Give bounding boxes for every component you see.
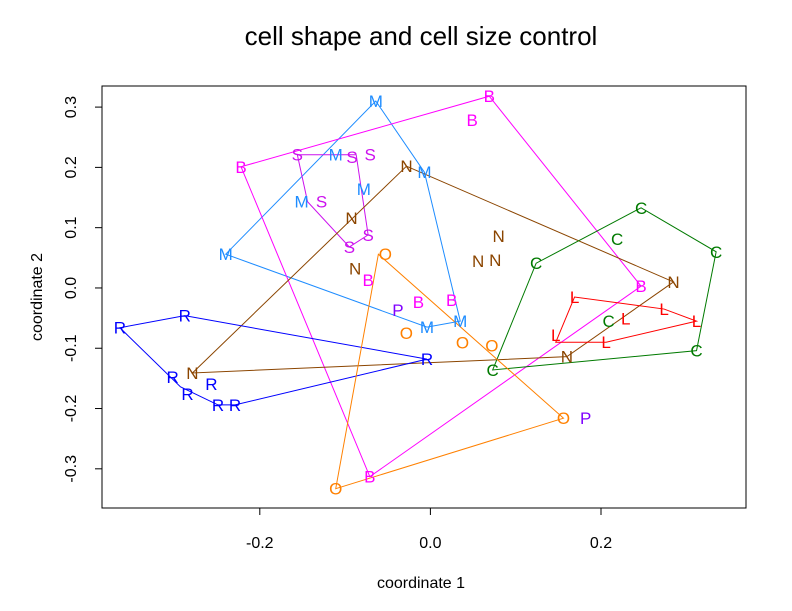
point-M: M xyxy=(369,92,383,111)
point-B: B xyxy=(413,293,424,312)
y-tick-label: -0.1 xyxy=(63,334,80,362)
point-S: S xyxy=(365,146,376,165)
point-B: B xyxy=(446,291,457,310)
point-B: B xyxy=(362,271,373,290)
point-M: M xyxy=(357,180,371,199)
point-R: R xyxy=(421,350,433,369)
point-N: N xyxy=(492,227,504,246)
hull-C xyxy=(491,207,717,371)
point-R: R xyxy=(181,385,193,404)
point-P: P xyxy=(392,301,403,320)
point-O: O xyxy=(400,324,413,343)
hull-L xyxy=(555,296,699,343)
point-C: C xyxy=(603,312,615,331)
y-tick-label: -0.3 xyxy=(63,455,80,483)
point-N: N xyxy=(472,252,484,271)
point-O: O xyxy=(456,334,469,353)
point-L: L xyxy=(570,288,579,307)
point-S: S xyxy=(344,238,355,257)
x-tick-label: -0.2 xyxy=(246,535,274,552)
point-B: B xyxy=(364,468,375,487)
point-N: N xyxy=(345,209,357,228)
point-C: C xyxy=(611,230,623,249)
hull-N xyxy=(191,165,675,374)
chart-title: cell shape and cell size control xyxy=(245,21,598,51)
point-C: C xyxy=(635,199,647,218)
point-M: M xyxy=(295,193,309,212)
y-tick-label: 0.3 xyxy=(63,96,80,118)
y-tick-label: 0.1 xyxy=(63,216,80,238)
point-R: R xyxy=(212,396,224,415)
point-M: M xyxy=(453,312,467,331)
y-tick-label: 0.2 xyxy=(63,156,80,178)
point-C: C xyxy=(710,243,722,262)
point-L: L xyxy=(659,300,668,319)
point-R: R xyxy=(179,307,191,326)
point-P: P xyxy=(580,409,591,428)
y-tick-label: 0.0 xyxy=(63,277,80,299)
hull-O xyxy=(335,253,565,490)
hull-B xyxy=(240,95,642,478)
point-L: L xyxy=(601,333,610,352)
point-O: O xyxy=(485,337,498,356)
point-N: N xyxy=(561,348,573,367)
point-O: O xyxy=(329,480,342,499)
point-R: R xyxy=(229,396,241,415)
y-tick-label: -0.2 xyxy=(63,395,80,423)
point-O: O xyxy=(557,409,570,428)
point-L: L xyxy=(621,310,630,329)
hull-R xyxy=(118,315,428,406)
point-M: M xyxy=(420,318,434,337)
point-L: L xyxy=(692,312,701,331)
point-B: B xyxy=(235,158,246,177)
y-axis-label: coordinate 2 xyxy=(29,253,46,341)
x-tick-label: 0.2 xyxy=(590,535,612,552)
point-N: N xyxy=(186,364,198,383)
x-tick-label: 0.0 xyxy=(419,535,441,552)
x-axis-label: coordinate 1 xyxy=(377,575,465,592)
point-L: L xyxy=(551,326,560,345)
point-N: N xyxy=(349,260,361,279)
point-C: C xyxy=(530,254,542,273)
point-M: M xyxy=(417,163,431,182)
point-S: S xyxy=(362,226,373,245)
point-B: B xyxy=(484,87,495,106)
point-R: R xyxy=(166,368,178,387)
point-N: N xyxy=(489,251,501,270)
point-R: R xyxy=(114,319,126,338)
point-C: C xyxy=(690,342,702,361)
point-M: M xyxy=(329,146,343,165)
point-N: N xyxy=(667,273,679,292)
point-O: O xyxy=(379,245,392,264)
point-S: S xyxy=(292,146,303,165)
point-N: N xyxy=(400,157,412,176)
point-B: B xyxy=(467,111,478,130)
hull-S xyxy=(296,154,369,248)
point-B: B xyxy=(635,277,646,296)
point-R: R xyxy=(205,375,217,394)
point-M: M xyxy=(219,245,233,264)
point-S: S xyxy=(346,148,357,167)
hull-M xyxy=(224,100,461,328)
point-C: C xyxy=(487,361,499,380)
point-S: S xyxy=(316,193,327,212)
